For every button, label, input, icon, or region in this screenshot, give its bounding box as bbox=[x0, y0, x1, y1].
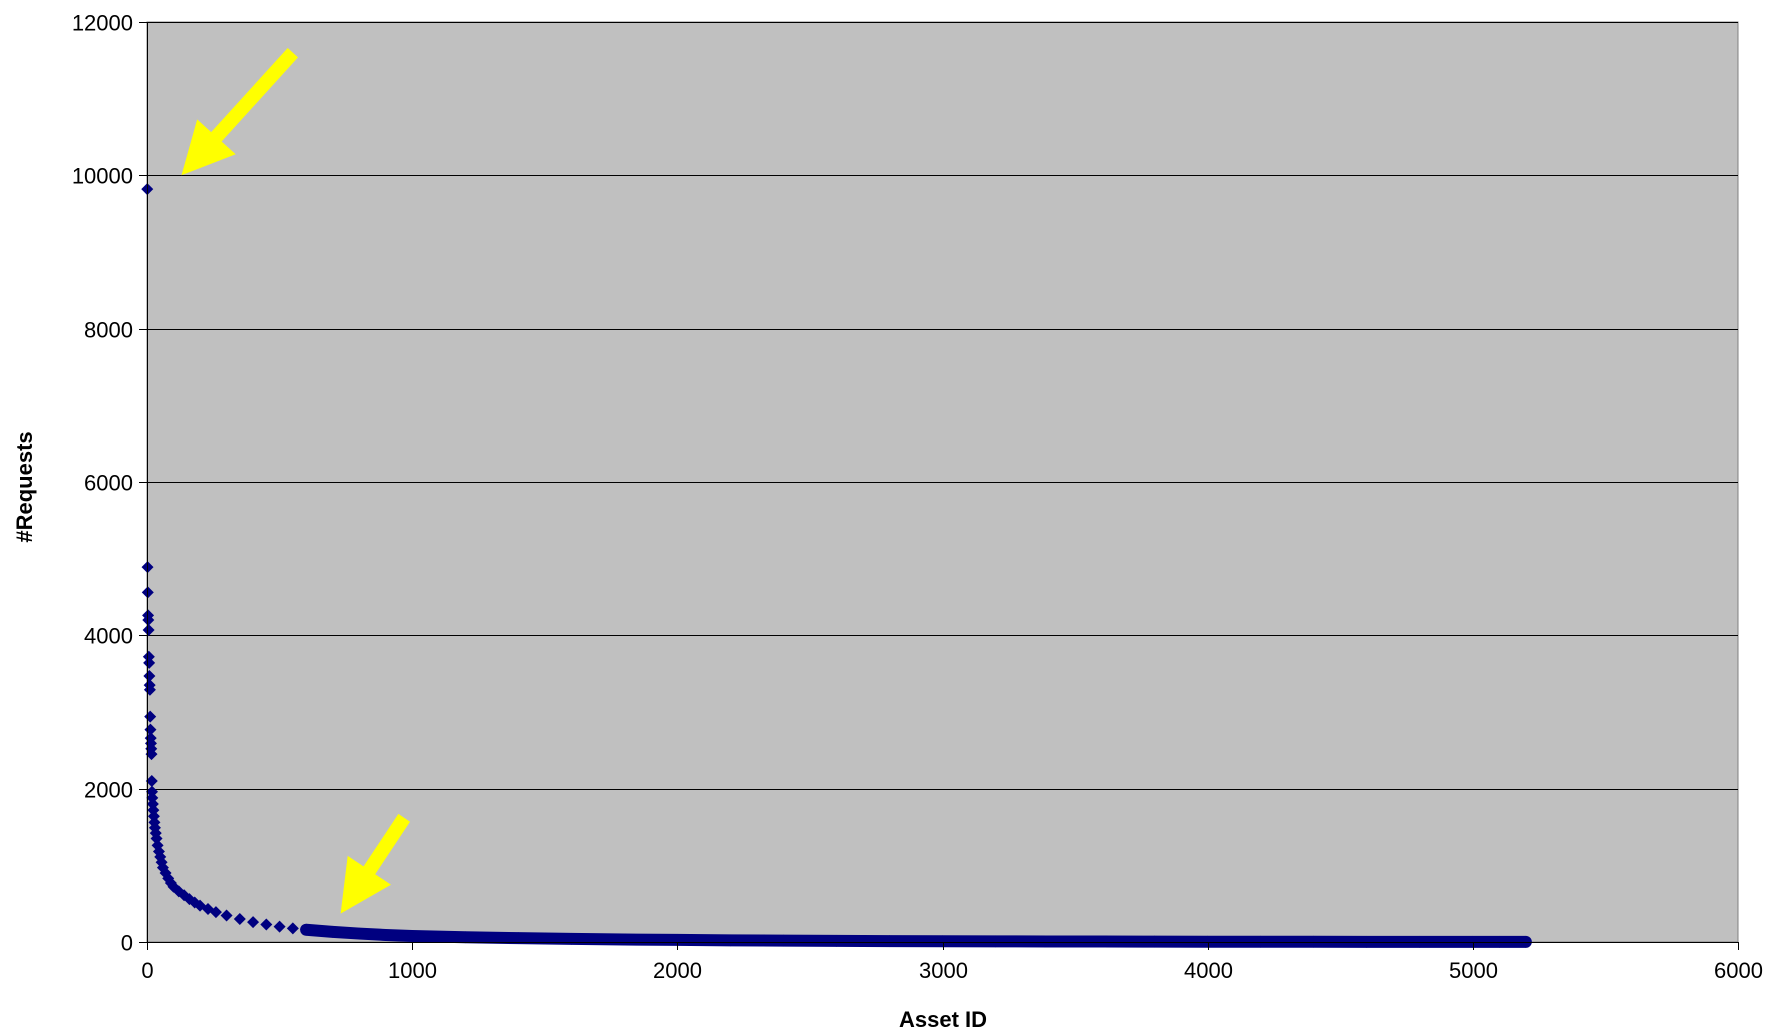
data-point bbox=[273, 920, 286, 933]
tick-labels: 0 2000 4000 6000 8000 10000 12000 0 1000 2000 3000… bbox=[72, 11, 1763, 984]
x-tick-label-6000: 6000 bbox=[1714, 958, 1763, 983]
data-point bbox=[286, 922, 299, 935]
y-tick-label-2000: 2000 bbox=[84, 778, 133, 803]
data-point bbox=[145, 775, 158, 787]
annotation-arrows bbox=[181, 48, 410, 914]
data-point bbox=[220, 909, 233, 922]
data-point bbox=[142, 623, 155, 636]
data-point-band bbox=[300, 923, 1532, 948]
gridlines bbox=[147, 22, 1738, 790]
data-points bbox=[141, 183, 1532, 948]
axes bbox=[139, 22, 1739, 950]
x-axis-title: Asset ID bbox=[899, 1007, 987, 1031]
data-point bbox=[143, 683, 156, 696]
x-tick-label-3000: 3000 bbox=[919, 958, 968, 983]
data-point bbox=[143, 656, 156, 669]
data-point bbox=[145, 748, 158, 761]
y-tick-label-4000: 4000 bbox=[84, 624, 133, 649]
data-point bbox=[247, 916, 260, 929]
y-axis-title: #Requests bbox=[12, 431, 37, 542]
annotation-arrow-1 bbox=[181, 48, 298, 176]
x-tick-label-5000: 5000 bbox=[1449, 958, 1498, 983]
y-tick-label-10000: 10000 bbox=[72, 164, 133, 189]
data-point bbox=[233, 913, 246, 925]
x-tick-label-1000: 1000 bbox=[388, 958, 437, 983]
x-tick-label-2000: 2000 bbox=[653, 958, 702, 983]
y-tick-label-12000: 12000 bbox=[72, 11, 133, 36]
data-point bbox=[209, 906, 222, 919]
data-point bbox=[260, 918, 273, 931]
data-point bbox=[142, 614, 155, 626]
x-tick-label-4000: 4000 bbox=[1184, 958, 1233, 983]
x-tick-label-0: 0 bbox=[141, 958, 153, 983]
annotation-arrow-2 bbox=[340, 813, 410, 914]
data-point bbox=[143, 669, 156, 682]
y-tick-label-6000: 6000 bbox=[84, 471, 133, 496]
y-tick-label-0: 0 bbox=[121, 931, 133, 956]
y-tick-label-8000: 8000 bbox=[84, 318, 133, 343]
